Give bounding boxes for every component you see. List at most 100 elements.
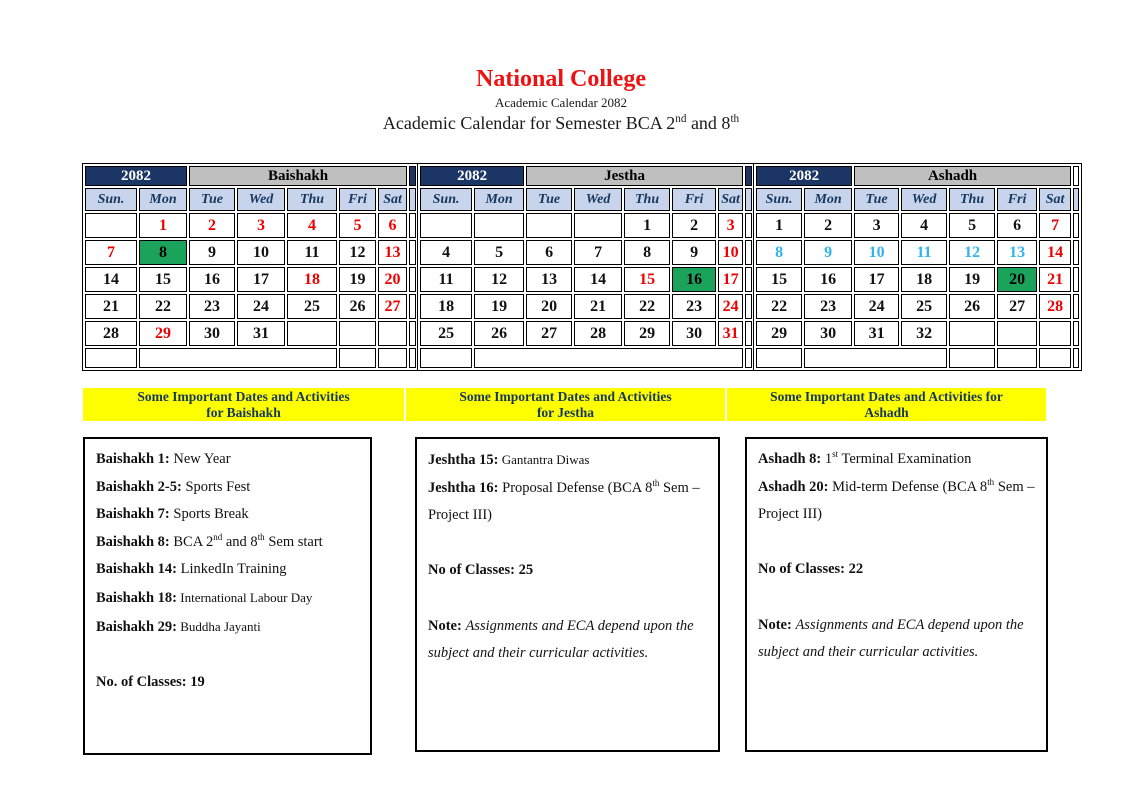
day-sliver: [1073, 213, 1080, 238]
text-segment: Jeshtha 16:: [428, 479, 499, 496]
day-cell: 20: [997, 267, 1038, 292]
day-sliver: [745, 213, 753, 238]
day-cell: 15: [624, 267, 671, 292]
text-segment: Sports Break: [169, 506, 249, 523]
day-sliver: [1073, 267, 1080, 292]
day-cell: 8: [139, 240, 187, 265]
text-segment: New Year: [169, 451, 231, 467]
text-segment: Baishakh 29:: [96, 618, 177, 635]
text-segment: Sem – Project III): [428, 479, 700, 524]
day-sliver: [745, 348, 753, 368]
day-cell: [949, 348, 996, 368]
day-cell: [420, 348, 473, 368]
day-sliver: [1073, 240, 1080, 265]
day-cell: 27: [997, 294, 1038, 319]
day-sliver: [745, 294, 753, 319]
day-cell: 7: [574, 240, 623, 265]
note-line: Ashadh 8: 1st Terminal Examination: [758, 446, 1035, 474]
day-cell: 29: [756, 321, 803, 346]
calendar-table-baishakh: 2082 Baishakh Sun. Mon Tue Wed Thu Fri Sat 1 2 3 4 5 6…: [81, 163, 420, 371]
text-segment: Mid-term Defense (BCA 8: [828, 478, 988, 495]
note-line: Baishakh 14: LinkedIn Training: [96, 556, 359, 584]
section-header-line1: Some Important Dates and Activities: [459, 389, 672, 404]
month-cell: Ashadh: [854, 166, 1072, 186]
weekday-header: Fri: [672, 188, 717, 211]
weekday-header-row: Sun. Mon Tue Wed Thu Fri Sat: [85, 188, 417, 211]
section-header-baishakh: Some Important Dates and Activities for B…: [83, 388, 404, 421]
calendar-baishakh: 2082 Baishakh Sun. Mon Tue Wed Thu Fri Sat 1 2 3 4 5 6…: [81, 163, 420, 371]
note-line: Baishakh 18: International Labour Day: [96, 584, 359, 613]
text-segment: and 8: [222, 533, 258, 550]
text-segment: Sem – Project III): [758, 478, 1035, 523]
day-sliver: [1073, 321, 1080, 346]
weekday-header: Sun.: [420, 188, 473, 211]
day-cell: [949, 321, 996, 346]
day-cell: 19: [949, 267, 996, 292]
weekday-sliver: [745, 188, 753, 211]
day-cell: 21: [85, 294, 137, 319]
day-cell: 13: [526, 267, 573, 292]
weekday-header: Mon: [804, 188, 853, 211]
day-cell: 4: [420, 240, 473, 265]
day-cell: 31: [237, 321, 285, 346]
text-segment: Note:: [758, 616, 792, 633]
day-cell: [997, 321, 1038, 346]
header-sliver: [409, 166, 417, 186]
day-cell: 9: [804, 240, 853, 265]
text-segment: Baishakh 1:: [96, 451, 170, 467]
day-cell: [804, 348, 948, 368]
year-cell: 2082: [756, 166, 853, 186]
empty-row: [756, 348, 1080, 368]
notes-box-baishakh: Baishakh 1: New Year Baishakh 2-5: Sports…: [83, 437, 372, 755]
day-cell: 31: [854, 321, 900, 346]
section-header-line1: Some Important Dates and Activities for: [770, 389, 1003, 404]
day-cell: 8: [624, 240, 671, 265]
day-cell: 10: [718, 240, 744, 265]
text-segment: Baishakh 2-5:: [96, 478, 182, 495]
weekday-header: Sat: [378, 188, 408, 211]
weekday-header-row: Sun. Mon Tue Wed Thu Fri Sat: [420, 188, 753, 211]
day-cell: 18: [287, 267, 337, 292]
weekday-header: Sat: [1039, 188, 1072, 211]
calendars-row: 2082 Baishakh Sun. Mon Tue Wed Thu Fri Sat 1 2 3 4 5 6…: [81, 163, 1083, 371]
week-row: 14 15 16 17 18 19 20: [85, 267, 417, 292]
day-cell: 30: [804, 321, 853, 346]
weekday-sliver: [1073, 188, 1080, 211]
day-cell: 26: [339, 294, 376, 319]
day-cell: 15: [756, 267, 803, 292]
text-segment: International Labour Day: [177, 589, 313, 605]
text-segment: th: [730, 113, 740, 125]
weekday-header: Tue: [189, 188, 235, 211]
day-cell: 2: [189, 213, 235, 238]
text-segment: Sem start: [264, 533, 323, 550]
weekday-header: Tue: [526, 188, 573, 211]
note-line: Note: Assignments and ECA depend upon th…: [428, 613, 707, 668]
day-cell: 6: [378, 213, 408, 238]
empty-row: [420, 348, 753, 368]
text-segment: No of Classes: 22: [758, 561, 864, 578]
day-cell: [474, 348, 744, 368]
day-cell: 27: [378, 294, 408, 319]
day-cell: 8: [756, 240, 803, 265]
day-cell: [997, 348, 1038, 368]
day-cell: [1039, 321, 1072, 346]
section-header-ashadh: Some Important Dates and Activities for A…: [725, 388, 1046, 421]
day-cell: 10: [854, 240, 900, 265]
text-segment: Baishakh 7:: [96, 506, 170, 523]
day-cell: [287, 321, 337, 346]
day-cell: 17: [718, 267, 744, 292]
week-row: 4 5 6 7 8 9 10: [420, 240, 753, 265]
day-cell: 30: [189, 321, 235, 346]
day-cell: 12: [949, 240, 996, 265]
day-cell: 19: [474, 294, 525, 319]
day-cell: [474, 213, 525, 238]
text-segment: Baishakh 18:: [96, 589, 177, 606]
text-segment: and 8: [686, 113, 731, 133]
day-cell: 14: [1039, 240, 1072, 265]
weekday-header: Wed: [574, 188, 623, 211]
day-sliver: [409, 294, 417, 319]
section-header-line2: for Baishakh: [206, 405, 281, 420]
day-cell: 32: [901, 321, 948, 346]
text-segment: Academic Calendar for Semester BCA 2: [382, 113, 676, 133]
